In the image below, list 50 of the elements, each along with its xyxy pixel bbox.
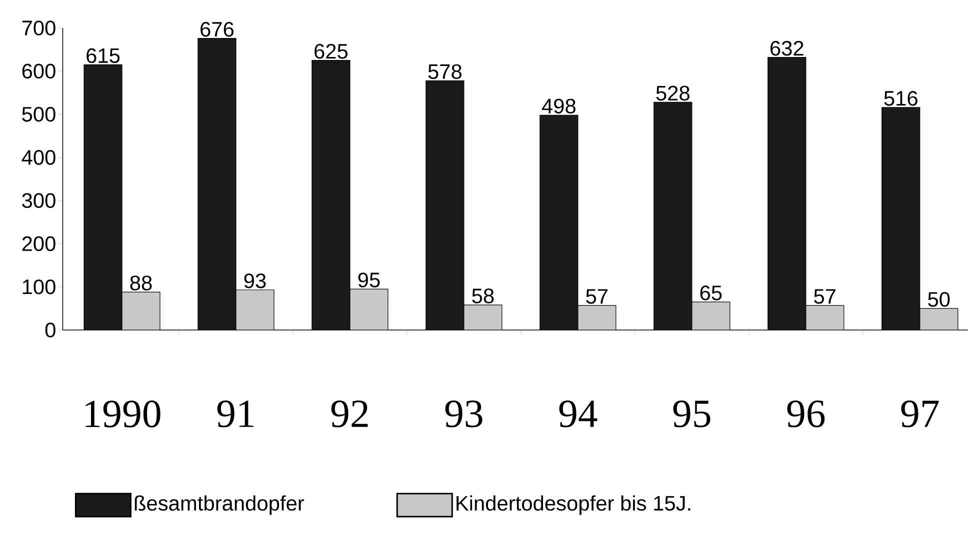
- y-tick-label: 600: [22, 64, 56, 79]
- x-tick-label: 94: [559, 400, 598, 428]
- data-label: 50: [928, 292, 950, 307]
- bar: [464, 304, 502, 330]
- y-tick-label: 700: [22, 20, 56, 36]
- x-tick-label: 1990: [86, 400, 160, 428]
- data-label: 93: [244, 273, 266, 288]
- x-tick-label: 96: [787, 400, 825, 428]
- data-label: 528: [656, 86, 690, 101]
- y-tick-label: 300: [22, 193, 56, 208]
- bar: [350, 288, 388, 330]
- bar: [654, 102, 692, 330]
- data-label: 578: [428, 64, 462, 80]
- bar: [198, 38, 236, 330]
- x-tick-label: 91: [217, 400, 254, 428]
- data-label: 57: [814, 289, 836, 304]
- bar: [312, 60, 350, 330]
- y-tick-label: 500: [22, 106, 56, 122]
- bar: [768, 57, 806, 330]
- bar: [540, 114, 578, 330]
- bar: [236, 290, 274, 330]
- bar: [692, 302, 730, 330]
- data-label: 615: [86, 48, 120, 64]
- data-label: 57: [586, 289, 608, 304]
- legend-label: Kindertodesopfer bis 15J.: [456, 495, 690, 515]
- data-label: 516: [884, 90, 918, 106]
- x-tick-label: 92: [331, 400, 368, 428]
- bar: [84, 64, 122, 330]
- x-tick-label: 97: [901, 400, 939, 428]
- data-label: 632: [770, 40, 804, 56]
- y-tick-label: 200: [22, 236, 56, 252]
- legend-label: ßesamtbrandopfer: [134, 495, 304, 515]
- bar: [578, 305, 616, 330]
- bar: [806, 305, 844, 330]
- bar: [882, 107, 920, 330]
- bar: [122, 292, 160, 330]
- y-tick-label: 400: [22, 150, 56, 165]
- data-label: 88: [130, 276, 152, 290]
- bar: [920, 308, 958, 330]
- data-label: 498: [542, 98, 576, 114]
- data-label: 58: [472, 288, 494, 304]
- x-tick-label: 93: [445, 400, 482, 428]
- y-tick-label: 100: [22, 279, 56, 294]
- data-label: 95: [358, 272, 380, 288]
- data-label: 65: [700, 286, 722, 300]
- data-label: 625: [314, 44, 348, 59]
- data-label: 676: [200, 22, 234, 37]
- x-tick-label: 95: [673, 400, 710, 428]
- y-tick-label: 0: [45, 322, 56, 338]
- bar: [426, 80, 464, 330]
